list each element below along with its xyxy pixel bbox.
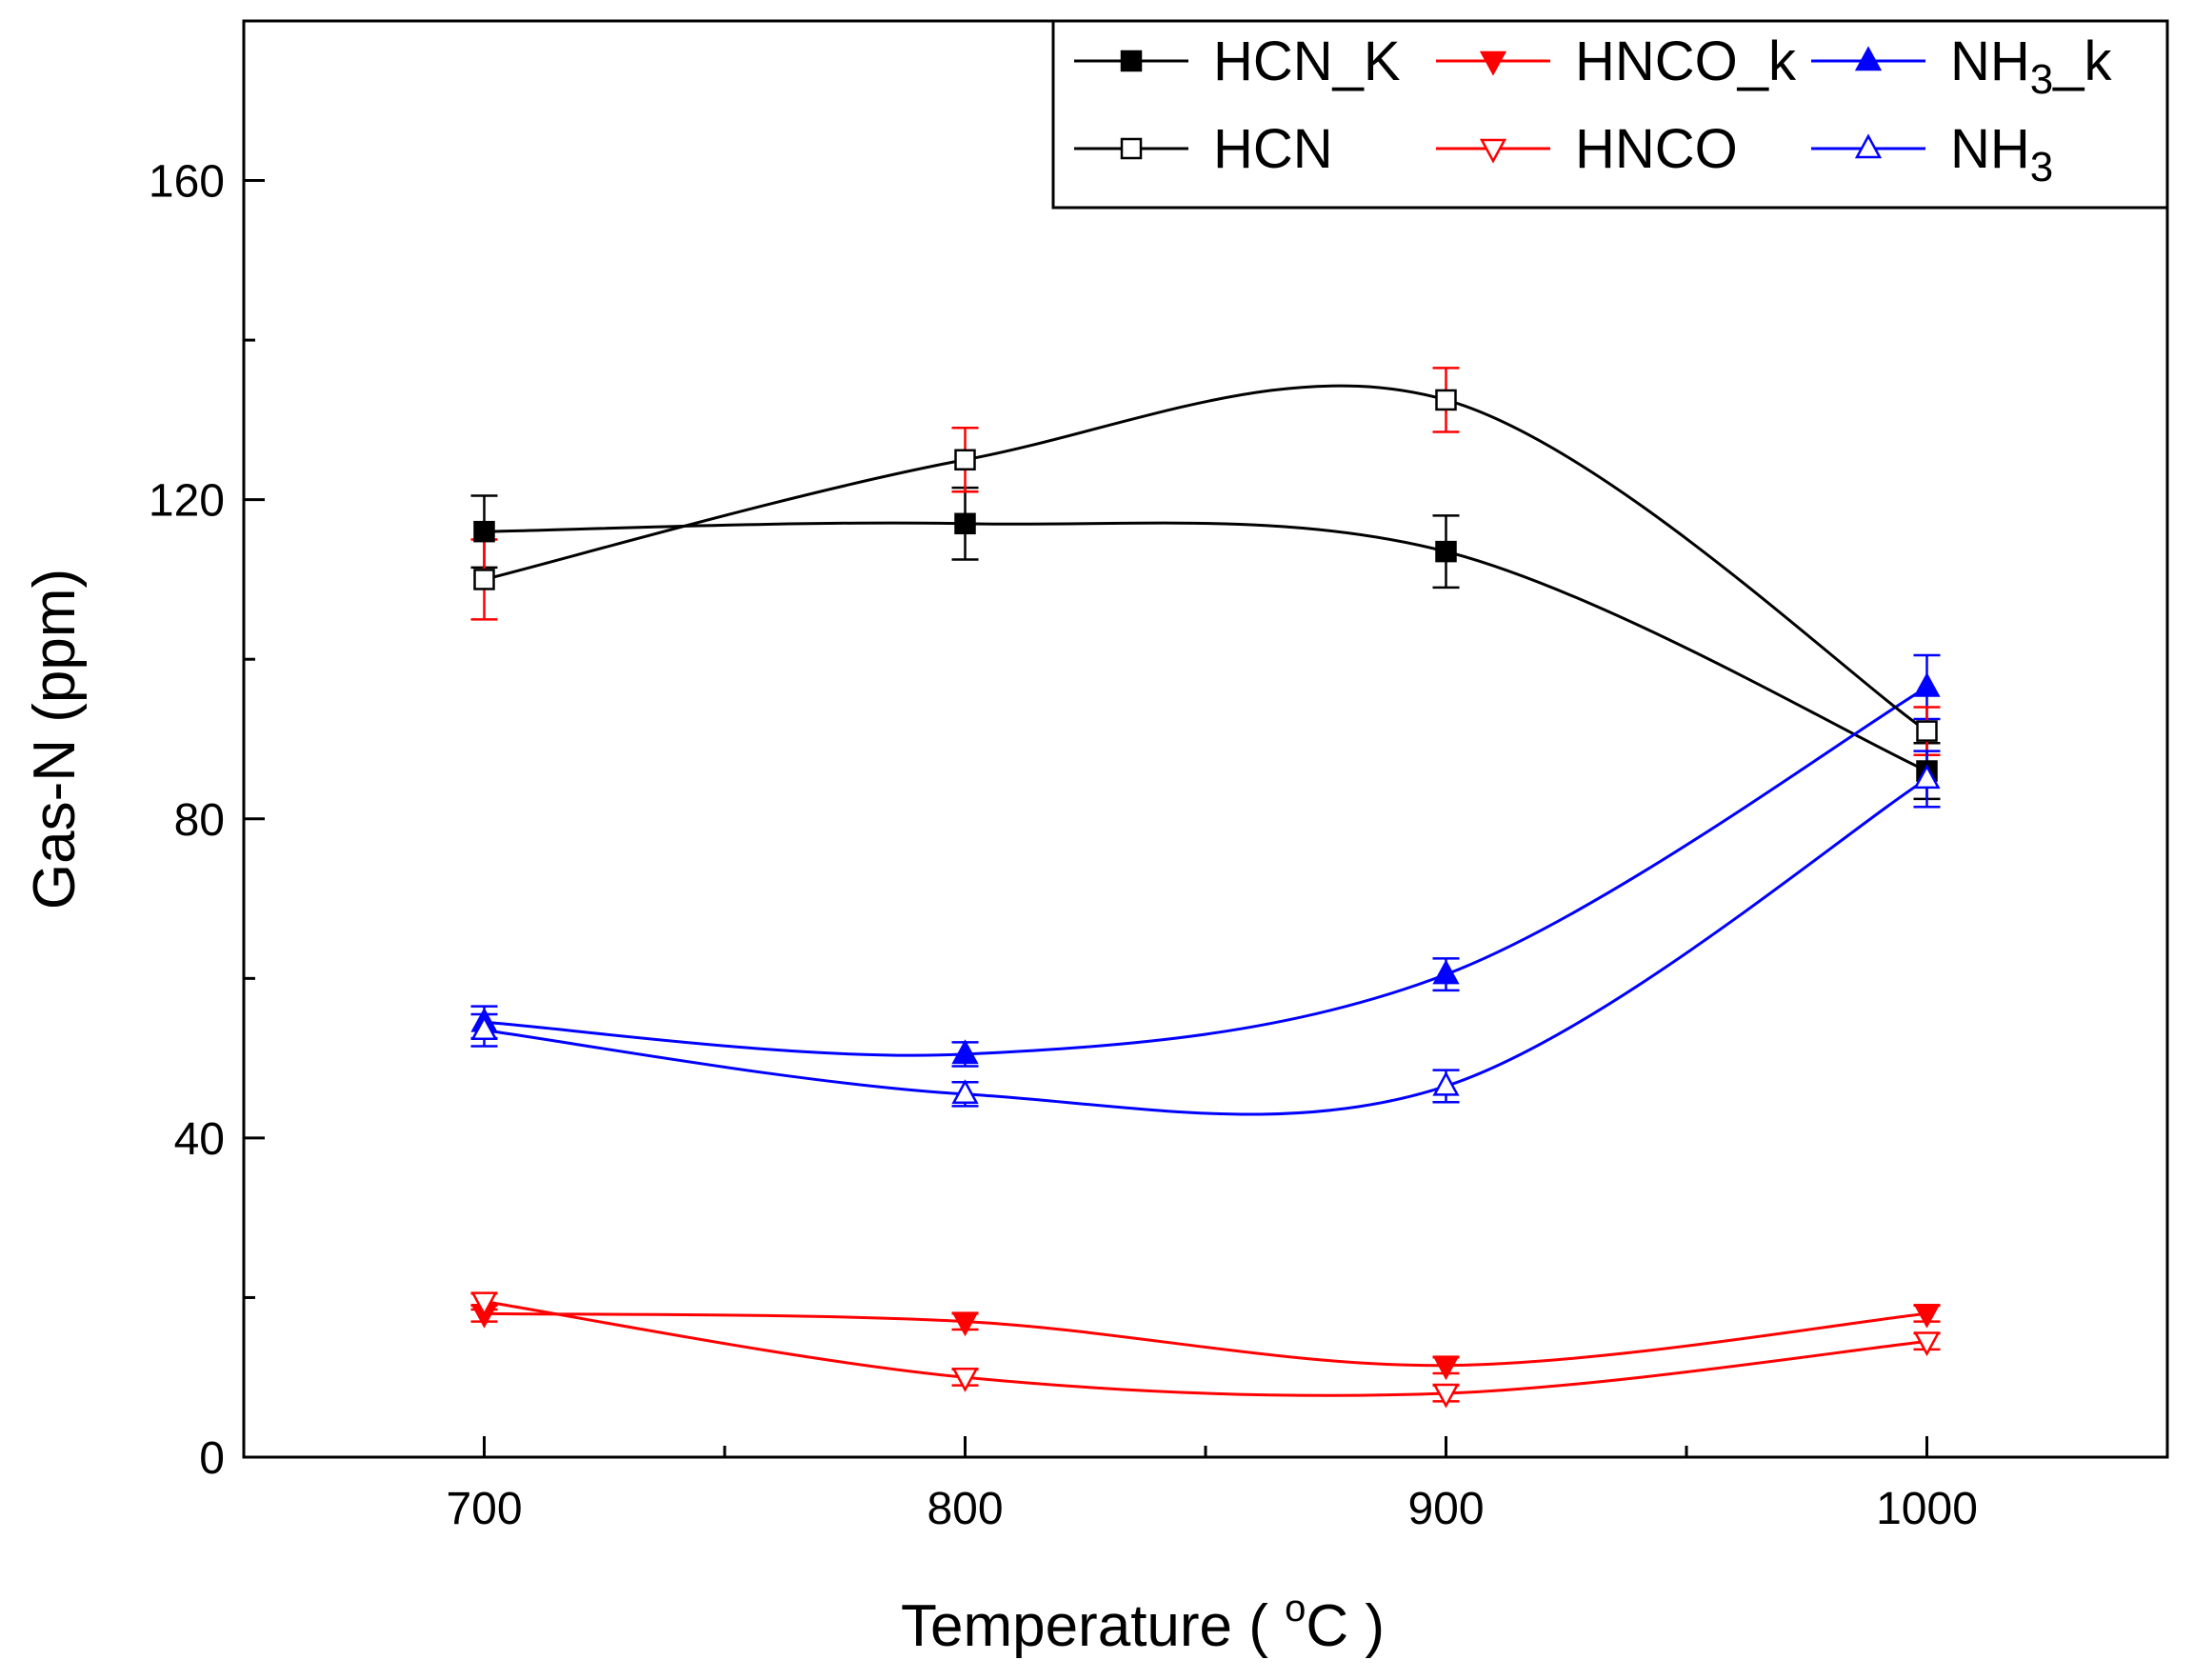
- legend-marker-hcn: [1120, 137, 1143, 160]
- data-point-hcn: [954, 449, 976, 471]
- x-tick-label: 700: [446, 1484, 522, 1534]
- data-point-nh3-k: [1432, 959, 1460, 985]
- series-line-nh3-k: [484, 686, 1928, 1057]
- data-point-hnco: [470, 1291, 498, 1317]
- data-point-hcn: [1916, 720, 1938, 742]
- data-point-hcn-k: [473, 520, 495, 543]
- legend-label-nh3: NH3: [1950, 118, 2053, 190]
- data-point-hcn-k: [1435, 540, 1457, 563]
- legend-label-hcn-k: HCN_K: [1213, 30, 1401, 92]
- plot-frame: [242, 19, 2169, 1459]
- x-tick-label: 800: [927, 1484, 1003, 1534]
- data-point-hnco: [1913, 1331, 1941, 1357]
- series-line-hcn-k: [484, 521, 1928, 772]
- legend-box: [1051, 19, 2169, 210]
- data-point-hnco: [951, 1367, 979, 1392]
- series-line-hnco-k: [484, 1311, 1927, 1368]
- data-point-hnco-k: [951, 1311, 979, 1337]
- y-tick-label: 40: [174, 1114, 225, 1165]
- series-line-nh3: [484, 777, 1928, 1116]
- data-point-nh3: [951, 1079, 979, 1105]
- data-markers: [470, 389, 1941, 1409]
- y-tick-label: 120: [149, 476, 225, 527]
- series-line-hnco: [484, 1300, 1927, 1397]
- data-point-hcn: [473, 569, 495, 590]
- legend-label-hnco: HNCO: [1575, 118, 1738, 180]
- legend-label-nh3-k: NH3_k: [1950, 30, 2113, 103]
- legend-marker-hnco: [1479, 138, 1507, 164]
- data-point-nh3: [470, 1015, 498, 1041]
- x-tick-label: 1000: [1876, 1484, 1978, 1534]
- data-point-hnco-k: [1913, 1303, 1941, 1329]
- data-point-hcn: [1435, 389, 1457, 411]
- series-line-hcn: [484, 384, 1928, 732]
- legend-marker-nh3: [1854, 133, 1883, 159]
- data-point-nh3-k: [951, 1039, 979, 1065]
- legend: HCN_K HNCO_k NH3_k HCN HNCO NH3: [1051, 19, 2169, 210]
- legend-marker-hcn-k: [1120, 50, 1143, 72]
- legend-label-hcn: HCN: [1213, 118, 1333, 180]
- x-axis-title: Temperature ( oC ): [901, 1588, 1385, 1659]
- y-tick-label: 0: [199, 1433, 225, 1484]
- axis-ticks: 700 800 900 1000 0 40 80 120 160: [149, 19, 2169, 1534]
- y-axis-title: Gas-N (ppm): [22, 569, 88, 910]
- data-point-nh3: [1913, 764, 1941, 790]
- x-tick-label: 900: [1407, 1484, 1484, 1534]
- legend-marker-nh3-k: [1854, 46, 1883, 71]
- data-point-hnco-k: [1432, 1355, 1460, 1381]
- data-point-nh3-k: [1913, 671, 1941, 697]
- y-tick-label: 160: [149, 157, 225, 208]
- legend-marker-hnco-k: [1479, 50, 1507, 76]
- legend-label-hnco-k: HNCO_k: [1575, 30, 1797, 92]
- data-point-hcn-k: [954, 512, 976, 535]
- series-curves: [484, 384, 1928, 1397]
- data-point-nh3: [1432, 1070, 1460, 1096]
- y-tick-label: 80: [174, 795, 225, 846]
- data-point-hnco: [1432, 1383, 1460, 1409]
